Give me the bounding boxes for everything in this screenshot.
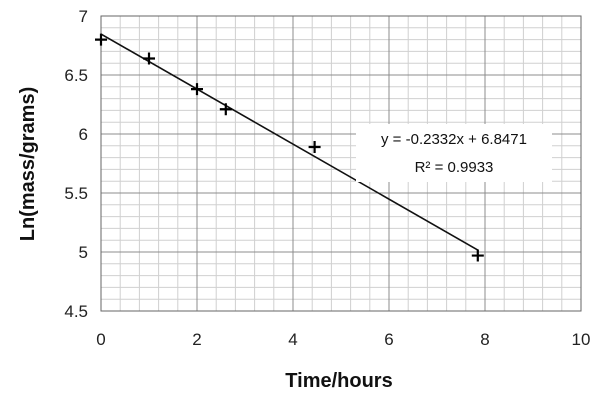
trendline — [100, 33, 479, 251]
plot-area-border — [100, 15, 582, 312]
data-point-plus-marker — [219, 103, 232, 116]
x-tick-label: 0 — [96, 330, 105, 349]
equation-box: y = -0.2332x + 6.8471 R² = 0.9933 — [356, 124, 552, 182]
data-point-plus-marker — [143, 52, 155, 65]
r-squared-label: R² = 0.9933 — [415, 159, 494, 176]
x-tick-label: 8 — [480, 330, 489, 349]
data-point-plus-marker — [191, 83, 203, 96]
x-tick-label: 2 — [192, 330, 201, 349]
y-tick-label: 7 — [79, 7, 88, 26]
y-tick-label: 6 — [79, 125, 88, 144]
data-point-plus-marker — [95, 33, 107, 46]
x-tick-label: 6 — [384, 330, 393, 349]
y-tick-label: 5.5 — [64, 184, 88, 203]
y-tick-label: 5 — [79, 243, 88, 262]
y-tick-label: 4.5 — [64, 302, 88, 321]
x-axis-ticks: 0 2 4 6 8 10 — [96, 330, 590, 349]
x-tick-label: 4 — [288, 330, 297, 349]
data-point-plus-marker — [308, 140, 321, 153]
y-tick-label: 6.5 — [64, 66, 88, 85]
x-axis-title: Time/hours — [285, 370, 392, 392]
data-points — [95, 33, 484, 262]
trendline-equation: y = -0.2332x + 6.8471 — [381, 131, 527, 148]
y-axis-title: Ln(mass/grams) — [17, 87, 39, 242]
data-point-plus-marker — [471, 249, 484, 262]
x-tick-label: 10 — [572, 330, 591, 349]
y-axis-ticks: 4.5 5 5.5 6 6.5 7 — [64, 7, 88, 321]
